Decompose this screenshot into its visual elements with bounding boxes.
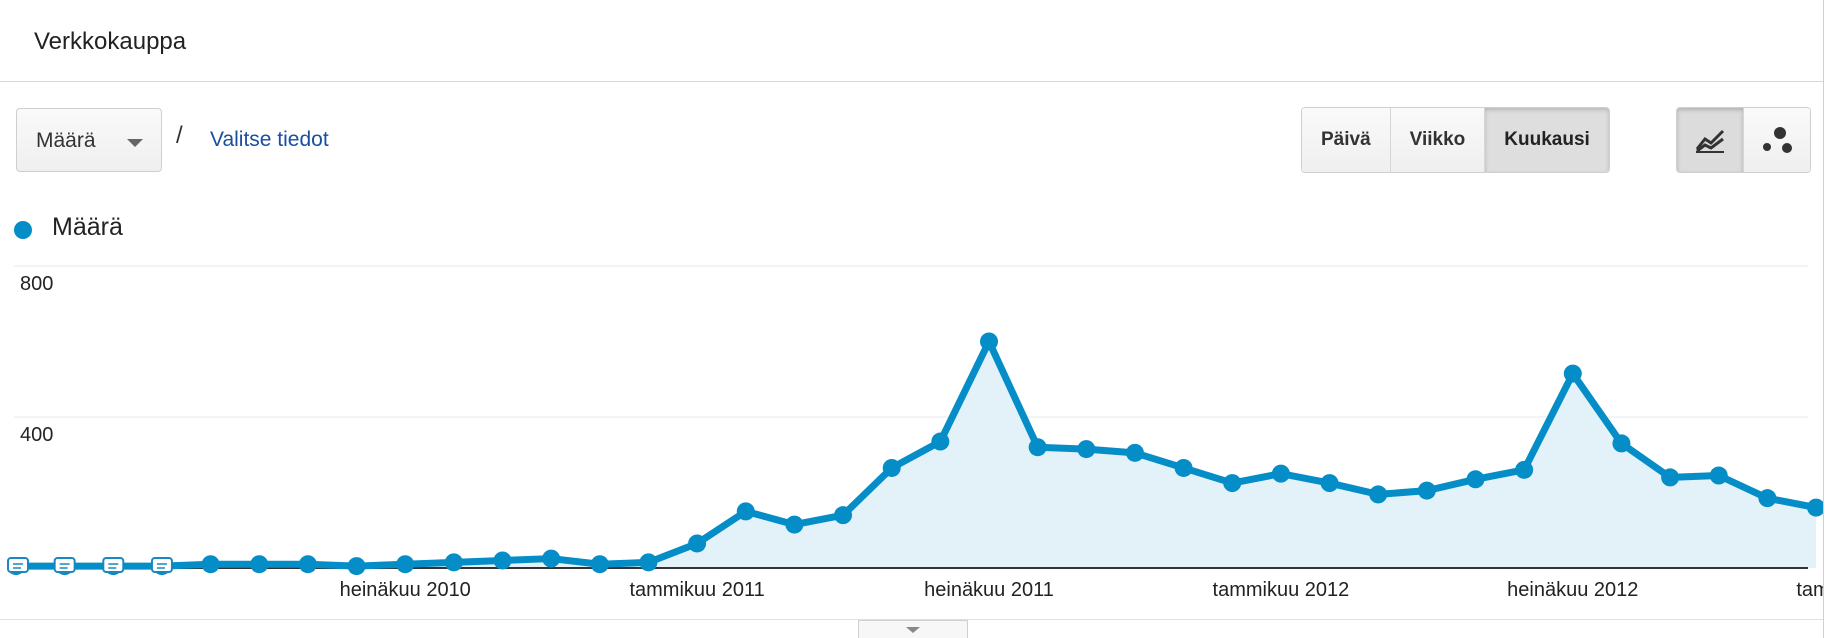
data-point [396,555,415,574]
x-tick-label: tammikuu 2011 [629,579,764,601]
data-point [201,555,220,574]
line-chart-button[interactable] [1677,108,1744,172]
data-point [590,555,609,574]
data-point [1515,460,1534,479]
data-point [1709,466,1728,485]
select-compare-metric-link[interactable]: Valitse tiedot [210,128,329,151]
y-tick-label: 800 [20,273,53,295]
data-point [1758,489,1777,508]
y-tick-label: 400 [20,424,53,446]
data-point [1028,438,1047,457]
data-point [882,458,901,477]
data-point [980,332,998,351]
period-day-button[interactable]: Päivä [1302,108,1391,172]
motion-chart-button[interactable] [1744,108,1810,172]
line-chart-icon [1695,129,1725,153]
data-point [931,432,950,451]
data-point [1320,474,1339,493]
chevron-down-icon [127,139,143,147]
chart-bottom-divider [0,619,1823,620]
data-point [1417,481,1436,500]
metric-dropdown[interactable]: Määrä [16,108,162,172]
metric-dropdown-label: Määrä [36,129,96,152]
data-point [785,515,804,534]
metric-separator: / [176,122,183,149]
data-point [736,502,755,521]
data-point [1223,474,1242,493]
chart-type-toggle-group [1676,107,1811,173]
x-tick-label: heinäkuu 2012 [1507,579,1638,601]
period-week-button[interactable]: Viikko [1390,108,1486,172]
data-point [1466,470,1485,489]
data-point [688,534,707,553]
x-tick-label: tammikuu 2012 [1213,579,1350,601]
data-point [1174,458,1193,477]
data-point [1563,364,1582,383]
expand-chart-handle[interactable] [858,620,968,638]
data-point [1271,464,1290,483]
data-point [1125,443,1144,462]
legend-series-label: Määrä [52,213,123,241]
line-chart: 400 800 heinäkuu 2010 tammikuu 2011 heinäkuu… [7,265,1823,601]
annotation-icon [102,557,125,573]
legend-swatch [14,221,32,239]
x-tick-label: heinäkuu 2011 [924,579,1054,601]
panel-header: Verkkokauppa [0,0,1823,82]
data-point [1661,468,1680,487]
data-point [1369,485,1388,504]
period-month-button[interactable]: Kuukausi [1485,108,1609,172]
data-point [493,551,512,570]
data-point [347,557,366,576]
period-toggle-group: Päivä Viikko Kuukausi [1301,107,1610,173]
data-point [250,555,269,574]
data-point [444,553,463,572]
data-point [542,549,561,568]
annotation-icon [7,557,29,573]
data-point [834,506,853,525]
data-point [639,553,658,572]
motion-chart-icon [1763,127,1792,153]
annotation-icon [53,557,76,573]
annotation-icon [150,557,173,573]
data-point [1807,498,1823,517]
data-point [298,555,317,574]
panel-title: Verkkokauppa [34,28,187,55]
data-point [1612,434,1631,453]
x-tick-label: heinäkuu 2010 [340,579,471,601]
x-tick-label: tammikuu 2013 [1796,579,1823,601]
data-point [1077,440,1096,459]
chevron-down-icon [906,627,920,633]
